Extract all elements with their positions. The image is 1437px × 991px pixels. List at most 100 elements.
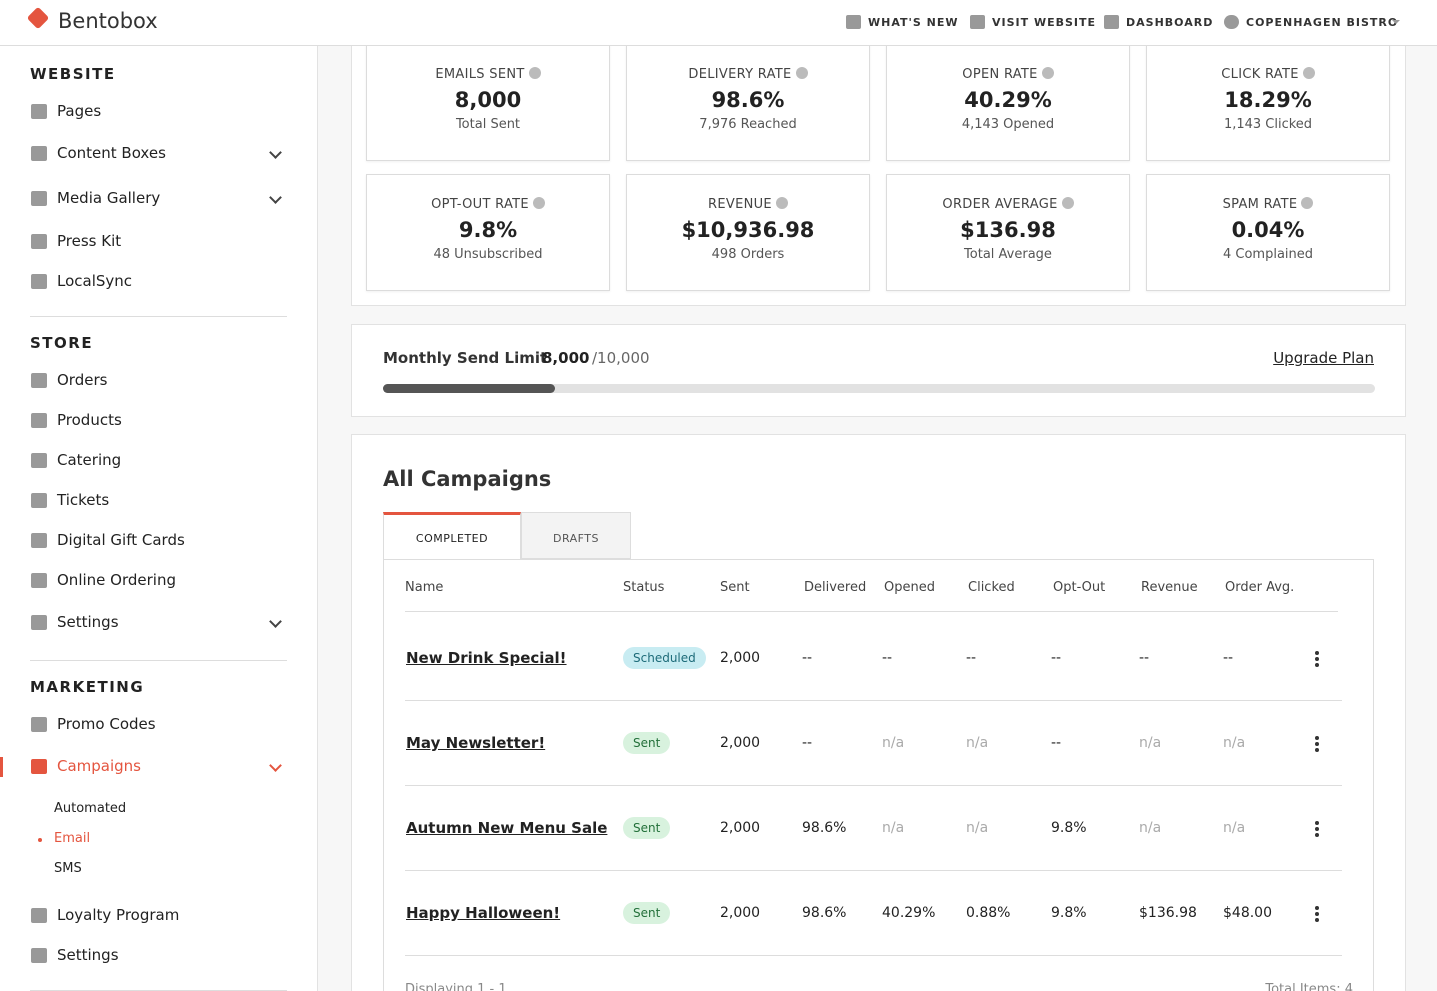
nav-icon (31, 146, 47, 161)
stat-sub: 48 Unsubscribed (433, 247, 543, 262)
progress-track (383, 384, 1375, 393)
stat-label: SPAM RATE (1147, 197, 1389, 212)
help-icon[interactable] (532, 197, 545, 209)
stat-label: CLICK RATE (1147, 67, 1389, 82)
nav-link[interactable]: COPENHAGEN BISTRO (1246, 16, 1399, 29)
kebab-dot (1315, 906, 1319, 910)
nav-icon (31, 533, 47, 548)
stat-card: EMAILS SENT 8,000 Total Sent (366, 46, 610, 161)
tab[interactable]: COMPLETED (383, 512, 521, 559)
divider (30, 316, 287, 317)
nav-item[interactable]: Settings (57, 613, 119, 631)
nav-icon (31, 717, 47, 732)
help-icon[interactable] (528, 67, 541, 79)
nav-icon (31, 234, 47, 249)
stat-sub: 7,976 Reached (699, 117, 797, 132)
nav-link[interactable]: VISIT WEBSITE (992, 16, 1097, 29)
kebab-dot (1315, 833, 1319, 837)
table-cell: $136.98 (1139, 905, 1197, 921)
stat-card: OPT-OUT RATE 9.8% 48 Unsubscribed (366, 174, 610, 291)
stat-sub: 498 Orders (711, 247, 785, 262)
stat-label: OPT-OUT RATE (367, 197, 609, 212)
kebab-dot (1315, 827, 1319, 831)
chevron (269, 191, 282, 204)
nav-item[interactable]: Campaigns (57, 757, 142, 775)
campaign-link[interactable]: Autumn New Menu Sale (406, 819, 608, 837)
nav-item[interactable]: Promo Codes (57, 715, 156, 733)
column-header: Status (623, 580, 665, 595)
nav-icon (31, 373, 47, 388)
nav-item[interactable]: Media Gallery (57, 189, 161, 207)
campaigns-panel: All Campaigns COMPLETED DRAFTS Name Status Se… (351, 434, 1406, 991)
sub-item[interactable]: SMS (54, 861, 82, 876)
logo-icon (26, 6, 50, 30)
kebab-dot (1315, 657, 1319, 661)
chevron (269, 759, 282, 772)
help-icon[interactable] (1061, 197, 1074, 209)
campaigns-title: All Campaigns (383, 467, 552, 491)
stat-sub: Total Sent (455, 117, 521, 132)
table-cell: n/a (1223, 820, 1246, 836)
nav-item[interactable]: Digital Gift Cards (57, 531, 185, 549)
stat-value: 0.04% (1231, 218, 1305, 242)
label-text: ORDER AVERAGE (942, 197, 1058, 212)
nav-icon (31, 413, 47, 428)
label-text: OPEN RATE (962, 67, 1038, 82)
table-cell: -- (1223, 650, 1234, 666)
help-icon[interactable] (795, 67, 808, 79)
campaign-link[interactable]: May Newsletter! (406, 734, 546, 752)
nav-item[interactable]: Pages (57, 102, 102, 120)
nav-item[interactable]: Content Boxes (57, 144, 166, 162)
campaign-link[interactable]: Happy Halloween! (406, 904, 561, 922)
help-icon[interactable] (1041, 67, 1054, 79)
nav-link[interactable]: WHAT'S NEW (868, 16, 959, 29)
help-icon[interactable] (1301, 197, 1314, 209)
kebab-dot (1315, 821, 1319, 825)
table-cell: 2,000 (720, 820, 761, 836)
active-indicator (0, 757, 3, 777)
footer-right: Total Items: 4 (1265, 982, 1353, 991)
nav-icon (1224, 15, 1239, 29)
table-cell: 9.8% (1051, 820, 1087, 836)
nav-link[interactable]: DASHBOARD (1126, 16, 1214, 29)
nav-icon (31, 493, 47, 508)
row-rule (405, 955, 1342, 956)
row-rule (405, 870, 1342, 871)
send-limit-panel: Monthly Send Limit 8,000/10,000 Upgrade Pl… (351, 324, 1406, 417)
tab[interactable]: DRAFTS (521, 512, 631, 559)
campaign-link[interactable]: New Drink Special! (406, 649, 567, 667)
nav-item[interactable]: Orders (57, 371, 108, 389)
upgrade-link[interactable]: Upgrade Plan (1273, 349, 1374, 367)
nav-item[interactable]: Settings (57, 946, 119, 964)
table-cell: 2,000 (720, 905, 761, 921)
nav-item[interactable]: Catering (57, 451, 122, 469)
stat-label: REVENUE (627, 197, 869, 212)
nav-item[interactable]: Online Ordering (57, 571, 176, 589)
table-cell: -- (802, 735, 813, 751)
nav-item[interactable]: LocalSync (57, 272, 133, 290)
column-header: Clicked (968, 580, 1015, 595)
sub-item[interactable]: Automated (54, 801, 127, 816)
column-header: Revenue (1141, 580, 1198, 595)
nav-item[interactable]: Press Kit (57, 232, 122, 250)
kebab-dot (1315, 912, 1319, 916)
nav-icon (846, 15, 861, 29)
status-badge: Scheduled (623, 647, 706, 669)
table-cell: 2,000 (720, 735, 761, 751)
nav-item[interactable]: Tickets (57, 491, 110, 509)
brand[interactable]: Bentobox (58, 9, 158, 33)
nav-item[interactable]: Loyalty Program (57, 906, 180, 924)
nav-item[interactable]: Products (57, 411, 122, 429)
table-cell: n/a (1139, 820, 1162, 836)
label-text: SPAM RATE (1222, 197, 1298, 212)
help-icon[interactable] (1302, 67, 1315, 79)
stat-value: 9.8% (458, 218, 518, 242)
table-cell: -- (1051, 650, 1062, 666)
send-used: 8,000 (542, 349, 590, 367)
dropdown-caret (1392, 20, 1400, 28)
stat-value: $10,936.98 (681, 218, 815, 242)
status-badge: Sent (623, 902, 671, 924)
stat-label: EMAILS SENT (367, 67, 609, 82)
help-icon[interactable] (775, 197, 788, 209)
sub-item[interactable]: Email (54, 831, 91, 846)
